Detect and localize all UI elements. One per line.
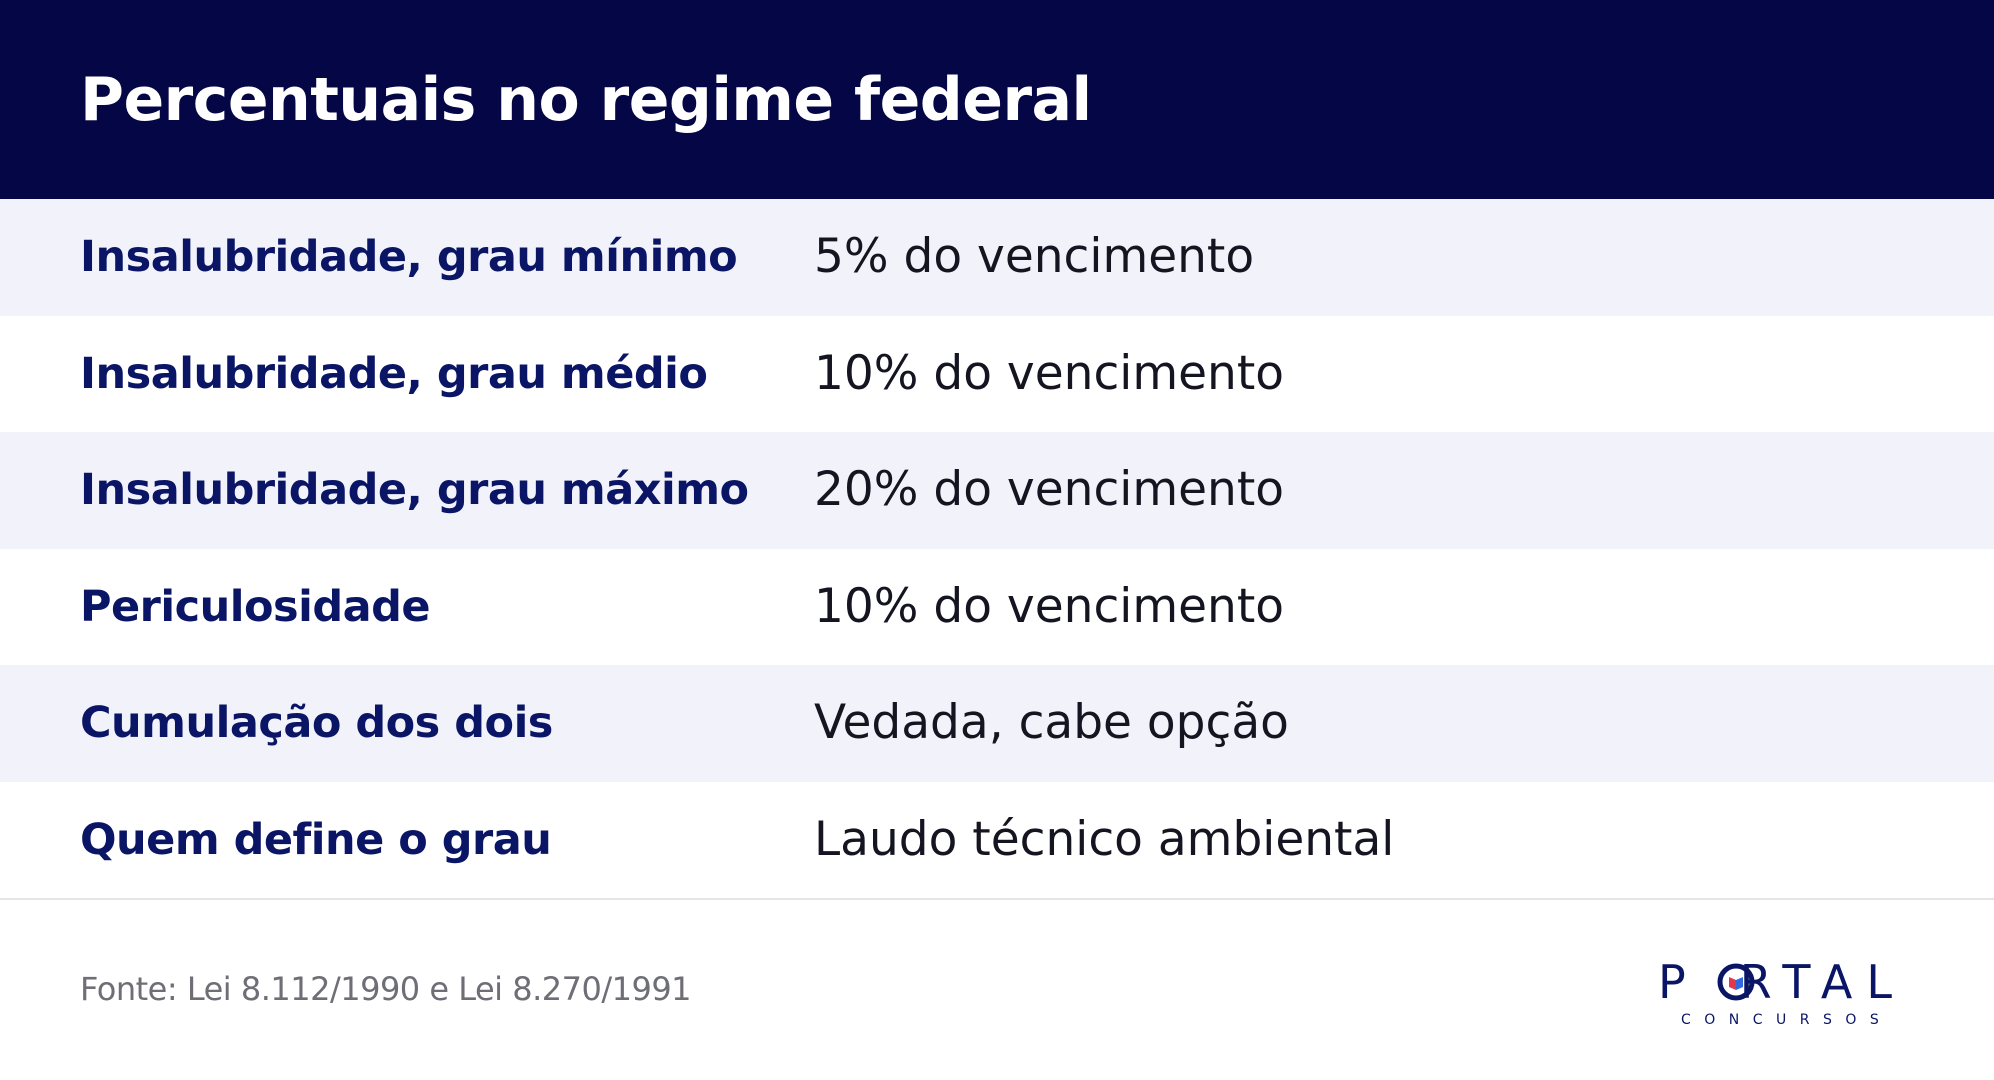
logo-letters-rtal: RTAL [1739, 955, 1906, 1009]
row-value: 20% do vencimento [814, 462, 1285, 517]
row-value: 5% do vencimento [814, 229, 1255, 284]
source-note: Fonte: Lei 8.112/1990 e Lei 8.270/1991 [80, 970, 692, 1008]
table-row: Insalubridade, grau mínimo 5% do vencime… [0, 199, 1994, 316]
row-label: Cumulação dos dois [80, 698, 553, 748]
page-title: Percentuais no regime federal [80, 65, 1092, 135]
logo-wordmark: P RTAL [1658, 955, 1906, 1009]
row-label: Insalubridade, grau máximo [80, 465, 749, 515]
row-label: Insalubridade, grau mínimo [80, 232, 738, 282]
portal-concursos-logo: P RTAL CONCURSOS [1658, 955, 1918, 1035]
logo-o-icon [1717, 963, 1755, 1001]
percentages-table: Insalubridade, grau mínimo 5% do vencime… [0, 199, 1994, 898]
row-value: Laudo técnico ambiental [814, 811, 1395, 867]
row-value: 10% do vencimento [814, 345, 1285, 401]
logo-letter-p: P [1658, 955, 1700, 1009]
table-row: Quem define o grau Laudo técnico ambient… [0, 781, 1994, 898]
table-row: Insalubridade, grau médio 10% do vencime… [0, 315, 1994, 432]
table-row: Cumulação dos dois Vedada, cabe opção [0, 665, 1994, 782]
logo-subtitle: CONCURSOS [1681, 1012, 1893, 1028]
row-label: Quem define o grau [80, 814, 552, 865]
row-label: Periculosidade [80, 581, 431, 632]
row-value: 10% do vencimento [814, 578, 1285, 634]
table-row: Insalubridade, grau máximo 20% do vencim… [0, 432, 1994, 549]
table-row: Periculosidade 10% do vencimento [0, 548, 1994, 665]
footer-divider [0, 898, 1994, 900]
row-value: Vedada, cabe opção [814, 695, 1289, 750]
row-label: Insalubridade, grau médio [80, 348, 708, 399]
header-bar: Percentuais no regime federal [0, 0, 1994, 199]
